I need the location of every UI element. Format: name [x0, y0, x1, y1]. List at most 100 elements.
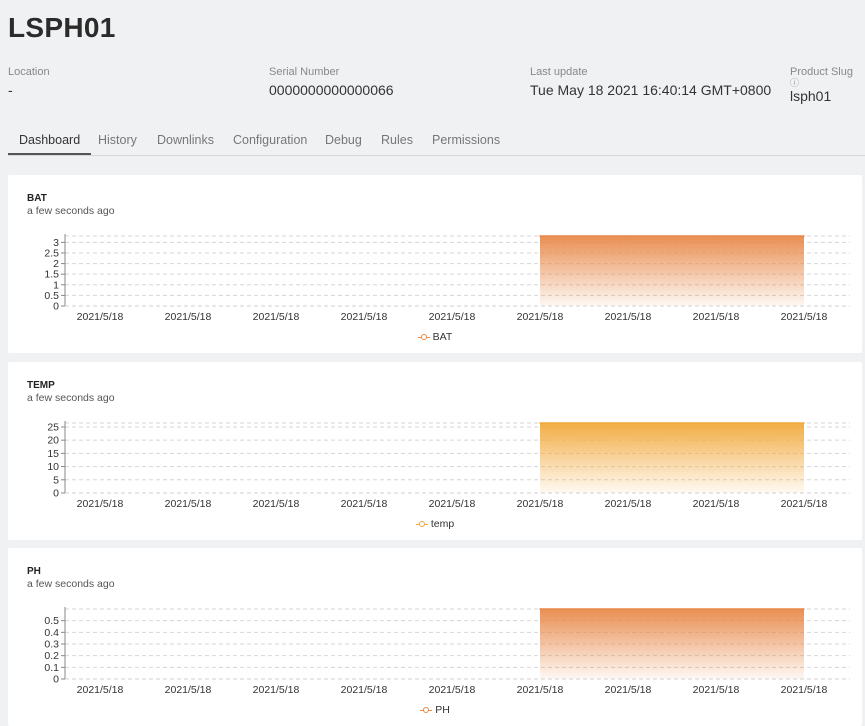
x-tick-label: 2021/5/18 — [165, 311, 212, 323]
y-tick-label: 10 — [47, 461, 59, 473]
legend-label: BAT — [432, 331, 453, 343]
y-tick-label: 0.5 — [44, 615, 59, 627]
product-slug-value: lsph01 — [790, 88, 832, 104]
y-tick-label: 1.5 — [44, 269, 59, 281]
y-tick-label: 5 — [53, 474, 59, 486]
legend-marker-icon — [417, 333, 430, 341]
x-tick-label: 2021/5/18 — [605, 684, 652, 696]
x-tick-label: 2021/5/18 — [429, 684, 476, 696]
data-point — [803, 422, 805, 424]
y-tick-label: 0 — [53, 488, 59, 500]
info-icon[interactable]: ⓘ — [790, 78, 800, 88]
x-tick-label: 2021/5/18 — [253, 311, 300, 323]
serial-label: Serial Number — [269, 66, 340, 78]
x-tick-label: 2021/5/18 — [693, 684, 740, 696]
tab-dashboard[interactable]: Dashboard — [8, 126, 92, 155]
x-tick-label: 2021/5/18 — [77, 684, 124, 696]
data-point — [539, 235, 541, 237]
legend-label: PH — [435, 704, 450, 716]
tab-history[interactable]: History — [98, 133, 137, 147]
bat-chart: 00.511.522.53 2021/5/18 2021/5/18 2021/5/18… — [44, 234, 850, 323]
x-tick-label: 2021/5/18 — [341, 684, 388, 696]
meta-location: Location - — [8, 66, 50, 98]
product-slug-label: Product Slug — [790, 66, 853, 78]
x-tick-label: 2021/5/18 — [517, 684, 564, 696]
chart-title: BAT — [27, 193, 47, 204]
meta-product-slug: Product Slug ⓘ lsph01 — [790, 66, 853, 104]
x-tick-label: 2021/5/18 — [605, 311, 652, 323]
data-point — [803, 235, 805, 237]
data-point — [715, 235, 717, 237]
data-point — [539, 422, 541, 424]
tab-debug[interactable]: Debug — [325, 133, 362, 147]
x-tick-label: 2021/5/18 — [429, 498, 476, 510]
x-tick-label: 2021/5/18 — [77, 311, 124, 323]
x-tick-label: 2021/5/18 — [341, 311, 388, 323]
data-point — [803, 608, 805, 610]
data-point — [715, 608, 717, 610]
x-tick-label: 2021/5/18 — [165, 498, 212, 510]
tab-configuration[interactable]: Configuration — [233, 133, 308, 147]
chart-card-temp: TEMP a few seconds ago 0 5 10 15 20 25 2021/5/… — [8, 362, 862, 540]
legend-marker-icon — [415, 520, 428, 528]
y-tick-label: 0 — [53, 674, 59, 686]
device-title: LSPH01 — [8, 12, 116, 43]
data-point — [627, 422, 629, 424]
chart-legend[interactable]: BAT — [8, 331, 862, 343]
serial-value: 0000000000000066 — [269, 82, 394, 98]
y-tick-label: 0.3 — [44, 639, 59, 651]
last-update-value: Tue May 18 2021 16:40:14 GMT+0800 — [530, 82, 772, 98]
location-value: - — [8, 82, 13, 98]
y-tick-label: 1 — [53, 279, 59, 291]
tab-permissions[interactable]: Permissions — [432, 133, 501, 147]
location-label: Location — [8, 66, 50, 78]
tab-bar: Dashboard History Downlinks Configuratio… — [8, 126, 865, 156]
meta-serial: Serial Number 0000000000000066 — [269, 66, 394, 98]
y-tick-label: 25 — [47, 421, 59, 433]
y-tick-label: 0 — [53, 301, 59, 313]
legend-marker-icon — [420, 706, 433, 714]
x-tick-label: 2021/5/18 — [693, 498, 740, 510]
data-point — [627, 235, 629, 237]
ph-chart: 00.10.20.30.40.5 2021/5/18 2021/5/18 2021/5… — [44, 607, 850, 696]
x-tick-label: 2021/5/18 — [781, 498, 828, 510]
x-tick-label: 2021/5/18 — [517, 311, 564, 323]
series-area — [540, 609, 804, 679]
tab-rules[interactable]: Rules — [381, 133, 413, 147]
meta-last-update: Last update Tue May 18 2021 16:40:14 GMT… — [530, 66, 771, 98]
y-tick-label: 0.1 — [44, 662, 59, 674]
series-area — [540, 423, 804, 493]
chart-card-bat: BAT a few seconds ago 0 0.5 1 1.5 2 2.5 3 2021/… — [8, 175, 862, 353]
data-point — [539, 608, 541, 610]
chart-timestamp: a few seconds ago — [27, 205, 115, 217]
x-tick-label: 2021/5/18 — [517, 498, 564, 510]
data-point — [715, 422, 717, 424]
y-tick-label: 0.5 — [44, 290, 59, 302]
chart-legend[interactable]: PH — [8, 704, 862, 716]
y-tick-label: 0.4 — [44, 627, 59, 639]
x-tick-label: 2021/5/18 — [341, 498, 388, 510]
legend-label: temp — [430, 518, 455, 530]
last-update-label: Last update — [530, 66, 588, 78]
chart-timestamp: a few seconds ago — [27, 578, 115, 590]
data-point — [627, 608, 629, 610]
x-tick-label: 2021/5/18 — [253, 498, 300, 510]
x-tick-label: 2021/5/18 — [781, 684, 828, 696]
chart-title: PH — [27, 566, 41, 577]
chart-title: TEMP — [27, 380, 55, 391]
y-tick-label: 0.2 — [44, 650, 59, 662]
y-tick-label: 15 — [47, 448, 59, 460]
x-tick-label: 2021/5/18 — [605, 498, 652, 510]
y-tick-label: 2 — [53, 258, 59, 270]
chart-legend[interactable]: temp — [8, 518, 862, 530]
x-tick-label: 2021/5/18 — [693, 311, 740, 323]
series-area — [540, 236, 804, 306]
tab-downlinks[interactable]: Downlinks — [157, 133, 214, 147]
y-tick-label: 3 — [53, 237, 59, 249]
x-tick-label: 2021/5/18 — [429, 311, 476, 323]
y-tick-label: 20 — [47, 435, 59, 447]
x-tick-label: 2021/5/18 — [253, 684, 300, 696]
y-tick-label: 2.5 — [44, 247, 59, 259]
x-tick-label: 2021/5/18 — [781, 311, 828, 323]
